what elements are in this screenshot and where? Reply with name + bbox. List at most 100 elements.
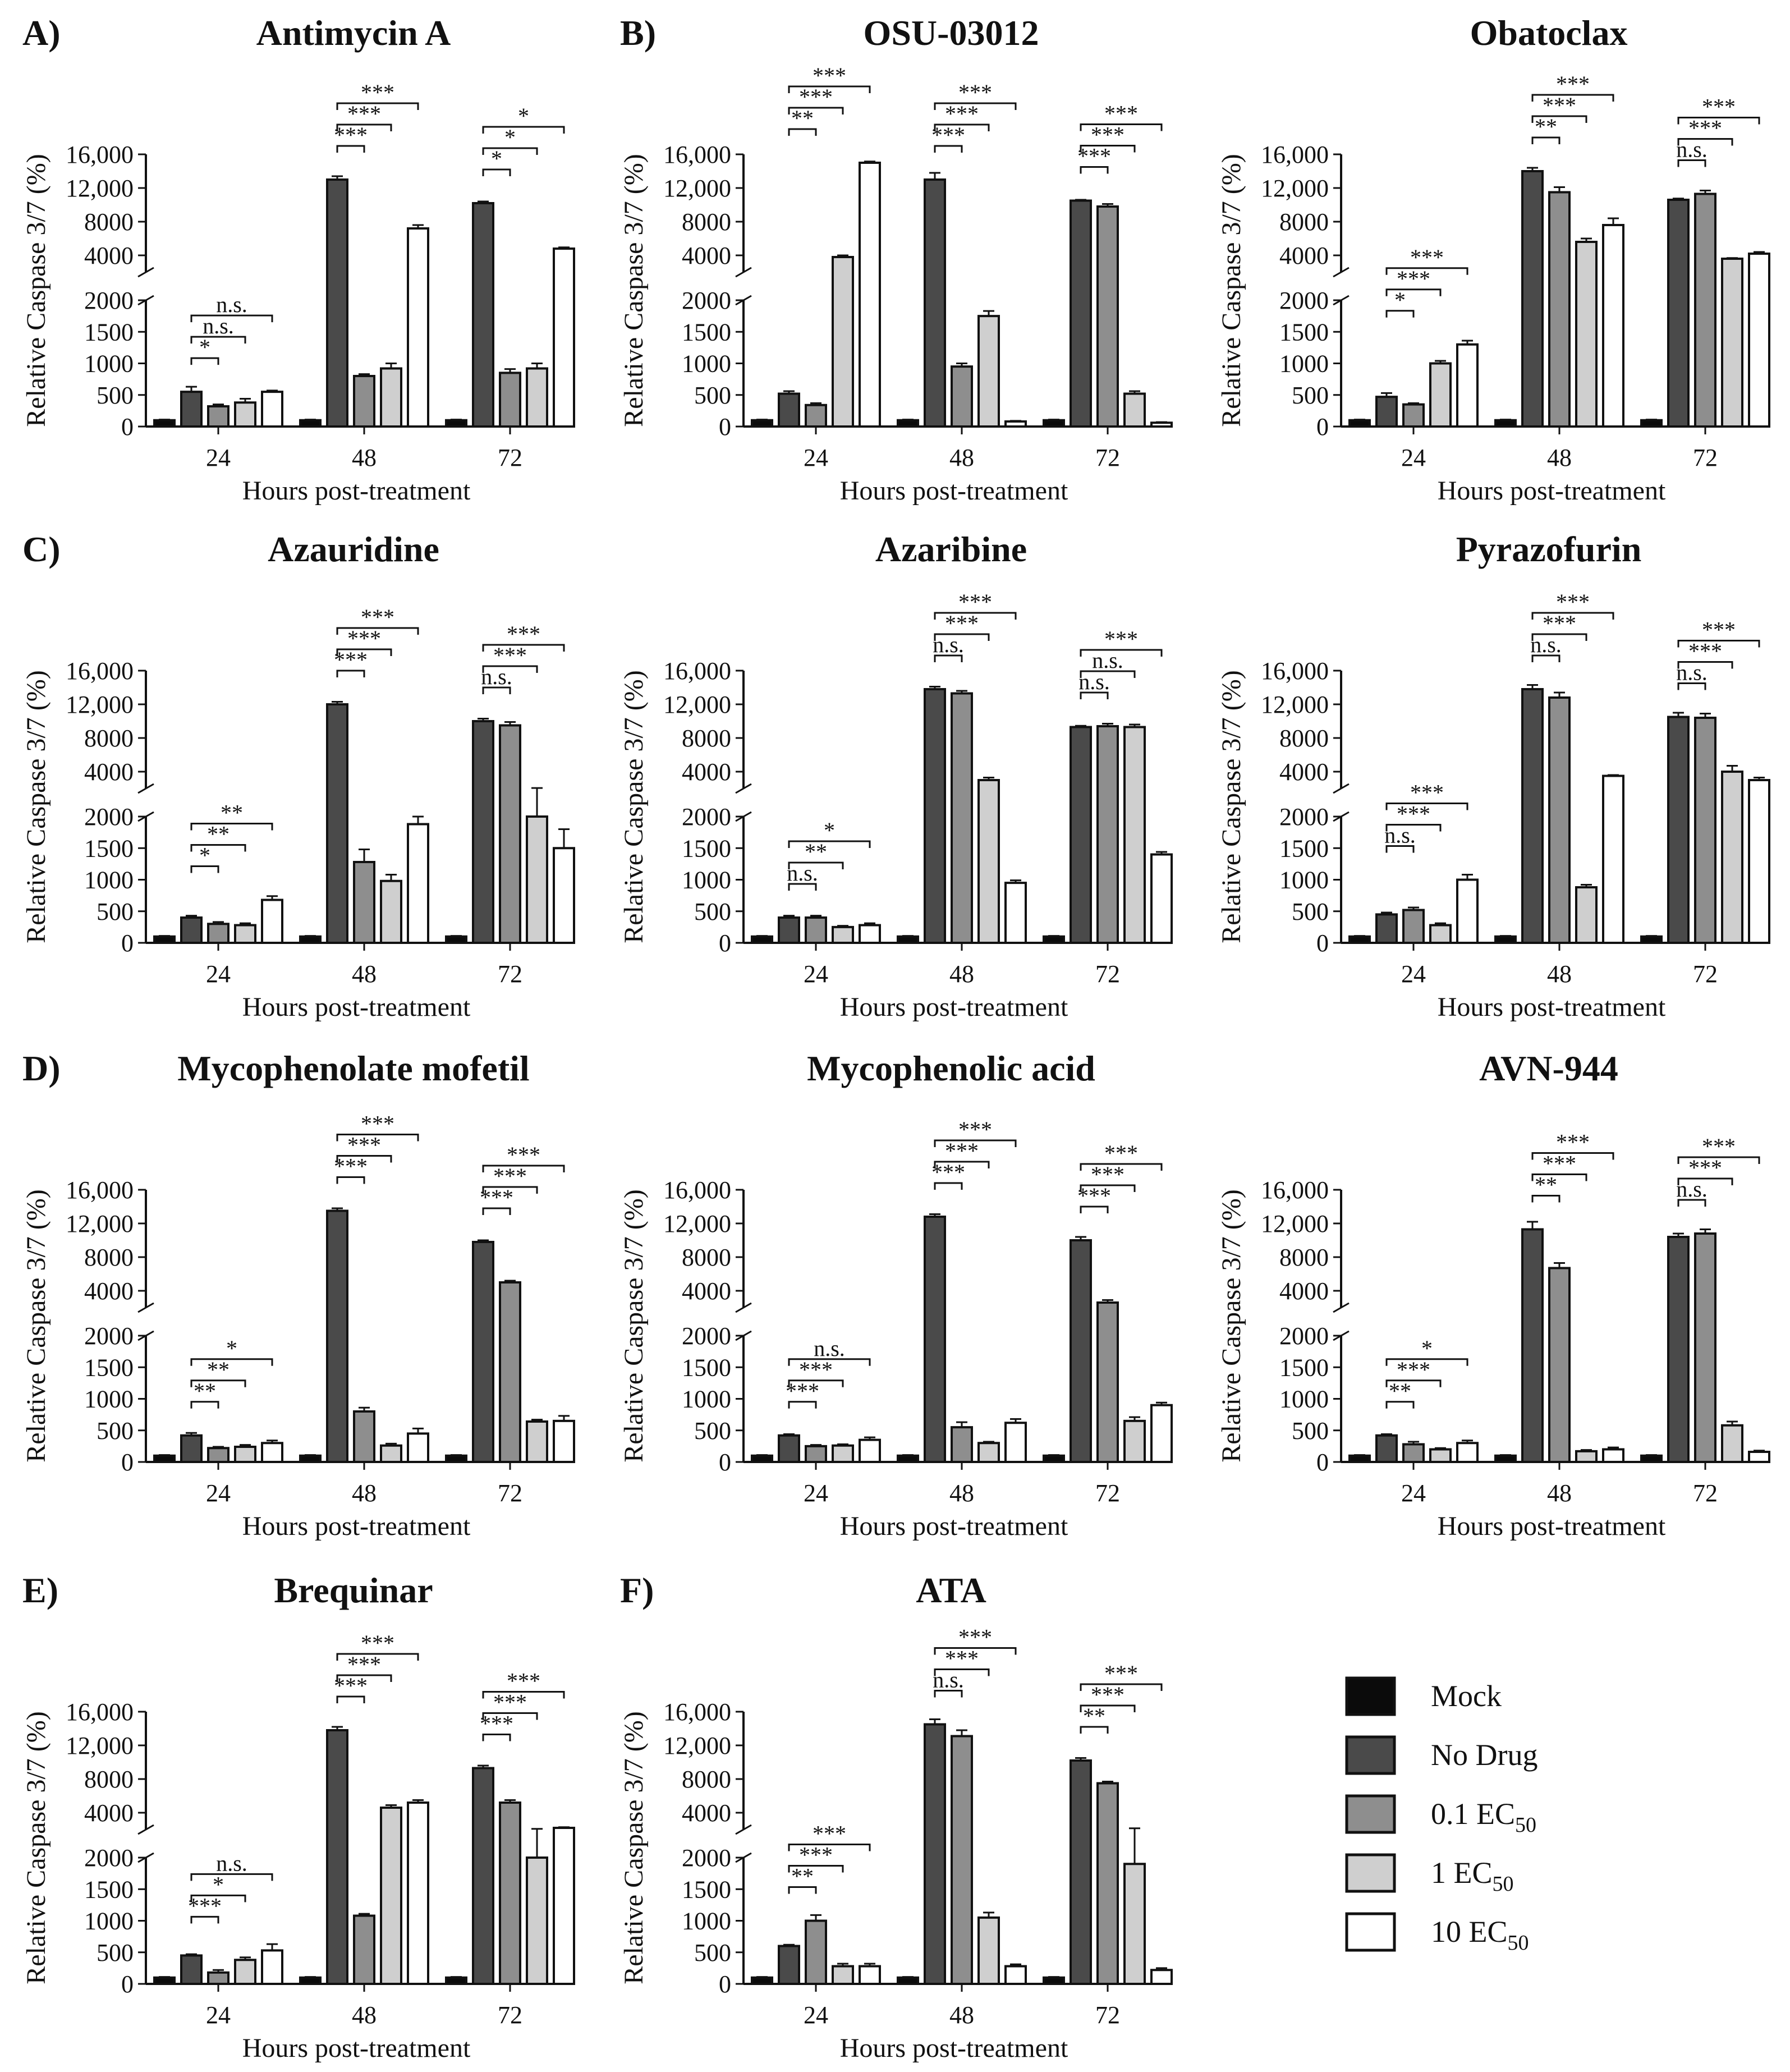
y-tick-label: 8000 (84, 208, 134, 236)
error-bar (983, 1911, 994, 1918)
significance-label: n.s. (1530, 632, 1562, 657)
significance-label: *** (931, 122, 965, 148)
error-bar (1435, 360, 1446, 364)
x-tick-label: 24 (206, 1479, 231, 1507)
legend-label: No Drug (1431, 1738, 1537, 1772)
significance-label: n.s. (216, 292, 247, 317)
bar-no-drug (778, 392, 800, 428)
error-bar (783, 1943, 795, 1946)
error-bar (864, 161, 875, 163)
x-tick-label: 72 (1693, 1479, 1718, 1507)
error-bar (305, 1454, 316, 1456)
error-bar (531, 787, 543, 817)
significance-bracket (336, 1674, 392, 1682)
error-bar (1500, 935, 1511, 937)
error-bar (186, 386, 197, 392)
bar-mock (1640, 935, 1663, 944)
error-bar (956, 1729, 967, 1736)
error-bar (1462, 874, 1473, 880)
bar-0-1-ec50 (805, 1445, 827, 1463)
significance-bracket (1385, 288, 1442, 296)
error-bar (1754, 1450, 1765, 1452)
error-bar (478, 1764, 489, 1768)
bar-0-1-ec50 (499, 1801, 521, 1985)
significance-label: n.s. (814, 1336, 845, 1361)
panel-antimycin-a: A) Antimycin A Relative Caspase 3/7 (%) 0 50… (21, 13, 575, 506)
y-tick-label: 16,000 (1261, 1176, 1329, 1204)
panel-title: Azauridine (268, 529, 439, 569)
error-bar (929, 1213, 940, 1217)
y-axis-label: Relative Caspase 3/7 (%) (1217, 1189, 1246, 1463)
y-tick-label: 16,000 (1261, 141, 1329, 168)
bar-no-drug (472, 1767, 494, 1985)
error-bar (451, 1976, 462, 1978)
error-bar (531, 1828, 543, 1858)
error-bar (1156, 851, 1167, 855)
error-bar (1408, 402, 1419, 405)
significance-label: *** (1556, 589, 1590, 615)
bar-10-ec50 (1004, 1422, 1027, 1463)
significance-bracket (336, 1695, 365, 1703)
panel-mycophenolate-mofetil: D) Mycophenolate mofetil Relative Caspase … (21, 1048, 575, 1541)
bar-10-ec50 (1748, 1451, 1770, 1463)
error-bar (1727, 765, 1738, 772)
error-bar (1435, 922, 1446, 925)
bar-mock (1043, 419, 1065, 428)
error-bar (558, 1826, 570, 1828)
significance-bracket (1531, 654, 1560, 662)
significance-bracket (934, 1647, 1017, 1655)
bar-0-1-ec50 (499, 1281, 521, 1463)
bar-no-drug (778, 1434, 800, 1463)
bar-1-ec50 (832, 925, 854, 944)
error-bar (1048, 1454, 1059, 1456)
significance-bracket (482, 147, 538, 155)
significance-label: ** (791, 1864, 814, 1889)
error-bar (186, 1432, 197, 1436)
significance-label: *** (1104, 1140, 1138, 1166)
significance-bracket (934, 1690, 963, 1698)
y-axis-label: Relative Caspase 3/7 (%) (1217, 670, 1246, 943)
bar-1-ec50 (526, 367, 548, 428)
bar-10-ec50 (1004, 1965, 1027, 1985)
bar-10-ec50 (859, 924, 881, 944)
error-bar (332, 1207, 343, 1211)
y-tick-label: 8000 (682, 725, 731, 752)
y-tick-label: 500 (1292, 898, 1329, 925)
axis-break-mark (1333, 783, 1350, 794)
significance-label: ** (791, 106, 814, 131)
significance-label: n.s. (787, 860, 818, 886)
error-bar (359, 849, 370, 862)
y-tick-label: 12,000 (66, 1732, 134, 1759)
significance-label: *** (1077, 144, 1111, 169)
bar-1-ec50 (1575, 1450, 1598, 1463)
bar-10-ec50 (859, 1965, 881, 1985)
bar-1-ec50 (1123, 726, 1146, 944)
bar-10-ec50 (1456, 878, 1479, 944)
error-bar (531, 1419, 543, 1422)
error-bar (1048, 1976, 1059, 1978)
panel-azauridine: C) Azauridine Relative Caspase 3/7 (%) 0 500… (21, 529, 575, 1022)
error-bar (1408, 906, 1419, 910)
significance-label: *** (945, 611, 979, 636)
y-axis-label: Relative Caspase 3/7 (%) (21, 154, 51, 427)
error-bar (359, 373, 370, 376)
y-tick-label: 1500 (84, 835, 134, 862)
bar-no-drug (924, 178, 946, 428)
x-tick-label: 24 (804, 444, 828, 471)
significance-bracket (482, 168, 511, 176)
significance-label: *** (799, 1842, 833, 1868)
error-bar (1075, 1757, 1086, 1761)
bar-0-1-ec50 (805, 916, 827, 944)
y-tick-label: 4000 (682, 242, 731, 269)
error-bar (929, 1718, 940, 1725)
error-bar (359, 1913, 370, 1916)
significance-bracket (788, 85, 871, 93)
significance-bracket (1080, 1726, 1109, 1734)
error-bar (1754, 251, 1765, 254)
significance-bracket (190, 314, 273, 323)
legend-label-text: No Drug (1431, 1738, 1537, 1772)
y-tick-label: 2000 (84, 1322, 134, 1350)
axis-break-mark (137, 1824, 154, 1835)
error-bar (983, 1441, 994, 1443)
significance-bracket (788, 1886, 817, 1894)
